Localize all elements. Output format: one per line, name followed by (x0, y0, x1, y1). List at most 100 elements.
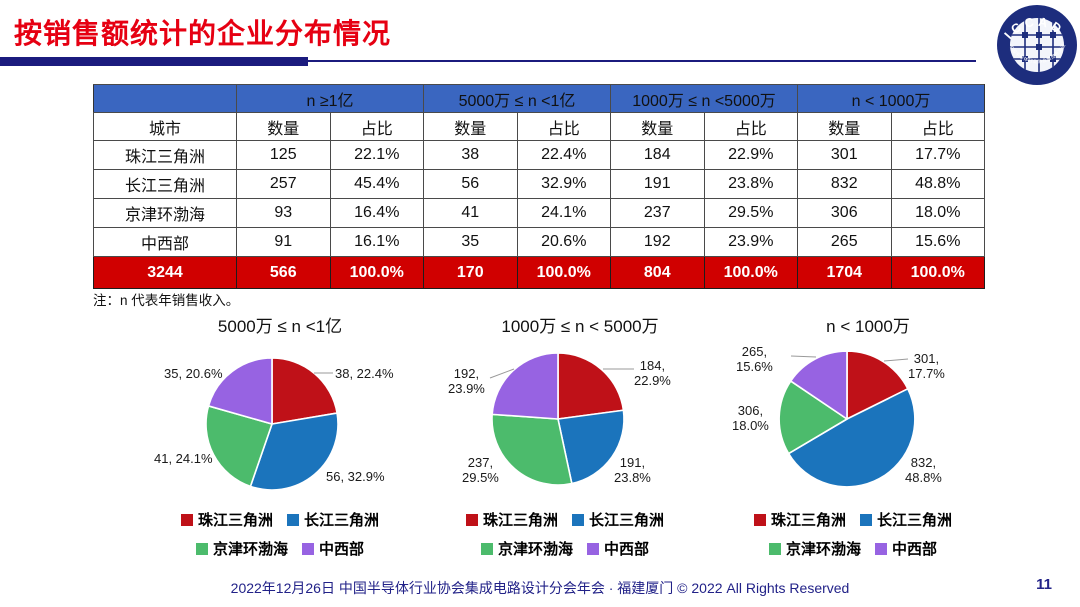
legend-swatch-green (195, 542, 208, 555)
legend-swatch-blue (860, 513, 872, 526)
total-cell: 100.0% (329, 256, 424, 289)
legend-swatch-purple (302, 542, 314, 555)
legend-item: 长江三角洲 (287, 509, 379, 530)
table-cell: 22.9% (703, 140, 798, 170)
table-row: 珠江三角洲 125 22.1% 38 22.4% 184 22.9% 301 1… (93, 140, 985, 170)
pie-label: 41, 24.1% (154, 451, 213, 466)
table-cell: 41 (423, 198, 518, 228)
share-header-cell: 占比 (890, 112, 985, 141)
city-cell: 珠江三角洲 (93, 140, 237, 170)
footer-text: 2022年12月26日 中国半导体行业协会集成电路设计分会年会 · 福建厦门 ©… (230, 580, 850, 596)
table-cell: 91 (236, 227, 331, 257)
legend-item: 京津环渤海 (195, 538, 288, 559)
pie-label: 191, 23.8% (614, 455, 651, 486)
table-cell: 16.1% (329, 227, 424, 257)
page-number: 11 (1036, 576, 1052, 593)
total-cell: 100.0% (703, 256, 798, 289)
pie-slice-长江三角洲 (249, 412, 339, 491)
legend-swatch-blue (287, 513, 299, 526)
pie-slice-珠江三角洲 (557, 352, 625, 420)
legend-1: 珠江三角洲 长江三角洲 京津环渤海 中西部 (140, 509, 420, 559)
legend-item: 京津环渤海 (768, 538, 861, 559)
sales-distribution-table: n ≥1亿 5000万 ≤ n <1亿 1000万 ≤ n <5000万 n <… (93, 84, 985, 289)
table-cell: 16.4% (329, 198, 424, 228)
pie-slice-京津环渤海 (778, 380, 848, 455)
legend-swatch-green (768, 542, 781, 555)
legend-swatch-red (753, 513, 766, 526)
table-cell: 15.6% (890, 227, 985, 257)
pie-chart-2-title: 1000万 ≤ n < 5000万 (501, 317, 659, 336)
pie-slice-中西部 (491, 352, 559, 420)
table-row: 中西部 91 16.1% 35 20.6% 192 23.9% 265 15.6… (93, 227, 985, 257)
pie-label: 306, 18.0% (732, 403, 769, 434)
group-header: 1000万 ≤ n <5000万 (610, 84, 798, 113)
title-underline-thick (0, 57, 308, 66)
legend-item: 中西部 (875, 538, 937, 559)
pie-slice-中西部 (207, 357, 273, 425)
count-header-cell: 数量 (610, 112, 705, 141)
city-cell: 中西部 (93, 227, 237, 257)
page-title: 按销售额统计的企业分布情况 (14, 18, 392, 49)
corner-cell (93, 84, 237, 113)
pie-slice-长江三角洲 (787, 387, 916, 488)
legend-swatch-red (180, 513, 193, 526)
pie-label: 56, 32.9% (326, 469, 385, 484)
table-cell: 56 (423, 169, 518, 199)
pie-chart-1-title: 5000万 ≤ n <1亿 (217, 317, 343, 336)
table-cell: 191 (610, 169, 705, 199)
table-cell: 48.8% (890, 169, 985, 199)
table-cell: 29.5% (703, 198, 798, 228)
legend-item: 珠江三角洲 (465, 509, 558, 530)
table-cell: 22.4% (516, 140, 611, 170)
legend-item: 长江三角洲 (572, 509, 664, 530)
pie-chart-3-title: n < 1000万 (826, 317, 910, 336)
pie-label: 301, 17.7% (908, 351, 945, 382)
pie-slice-珠江三角洲 (271, 357, 338, 425)
count-header-cell: 数量 (797, 112, 892, 141)
pie-label: 38, 22.4% (335, 366, 394, 381)
table-cell: 45.4% (329, 169, 424, 199)
table-cell: 192 (610, 227, 705, 257)
total-cell: 100.0% (890, 256, 985, 289)
total-cell: 1704 (797, 256, 892, 289)
pie-slice-珠江三角洲 (846, 350, 909, 420)
table-footnote: 注：n 代表年销售收入。 (93, 293, 240, 308)
city-cell: 京津环渤海 (93, 198, 237, 228)
share-header-cell: 占比 (703, 112, 798, 141)
pie-label: 265, 15.6% (736, 344, 773, 375)
table-cell: 18.0% (890, 198, 985, 228)
pie-label: 832, 48.8% (905, 455, 942, 486)
count-header-cell: 数量 (423, 112, 518, 141)
table-cell: 23.8% (703, 169, 798, 199)
table-total-row: 3244 566 100.0% 170 100.0% 804 100.0% 17… (93, 256, 985, 289)
table-cell: 237 (610, 198, 705, 228)
title-underline-thin (308, 60, 976, 62)
table-cell: 93 (236, 198, 331, 228)
table-cell: 32.9% (516, 169, 611, 199)
city-header-cell: 城市 (93, 112, 237, 141)
pie-slice-长江三角洲 (557, 409, 625, 485)
pie-label: 237, 29.5% (462, 455, 499, 486)
table-cell: 125 (236, 140, 331, 170)
total-cell: 3244 (93, 256, 237, 289)
iccad-logo-icon: ICCAD 中国半导体行业协会集成电路设计分会 (995, 3, 1077, 85)
table-cell: 306 (797, 198, 892, 228)
pie-label: 184, 22.9% (634, 358, 671, 389)
pie-chart-2: 1000万 ≤ n < 5000万 184, 22.9% 191, 23.8% … (440, 312, 720, 512)
pie-slice-京津环渤海 (205, 405, 273, 488)
legend-item: 中西部 (587, 538, 649, 559)
table-cell: 832 (797, 169, 892, 199)
total-cell: 566 (236, 256, 331, 289)
table-row: 长江三角洲 257 45.4% 56 32.9% 191 23.8% 832 4… (93, 169, 985, 199)
pie-label: 35, 20.6% (164, 366, 223, 381)
pie-chart-1: 5000万 ≤ n <1亿 38, 22.4% 56, 32.9% 41, 24… (140, 312, 420, 512)
table-cell: 265 (797, 227, 892, 257)
pie-2-plot (491, 352, 625, 486)
share-header-cell: 占比 (516, 112, 611, 141)
table-cell: 22.1% (329, 140, 424, 170)
table-cell: 257 (236, 169, 331, 199)
table-group-header-row: n ≥1亿 5000万 ≤ n <1亿 1000万 ≤ n <5000万 n <… (93, 84, 985, 113)
pie-slice-中西部 (789, 350, 848, 420)
table-row: 京津环渤海 93 16.4% 41 24.1% 237 29.5% 306 18… (93, 198, 985, 228)
